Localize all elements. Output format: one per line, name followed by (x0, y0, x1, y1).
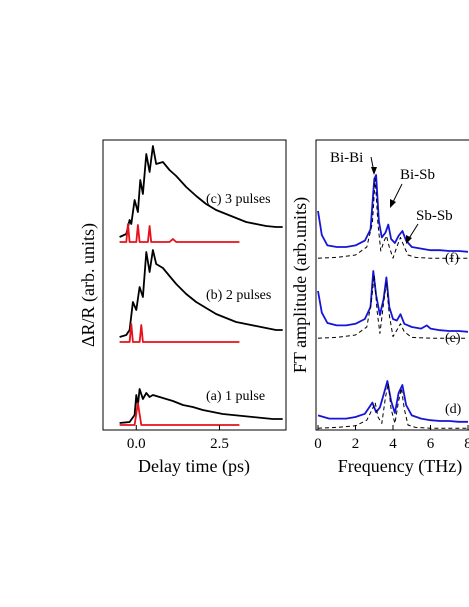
left-series-1 (119, 223, 240, 243)
label-3-pulses: (c) 3 pulses (206, 192, 271, 207)
label-2-pulses: (b) 2 pulses (206, 288, 271, 303)
right-plot-frame (315, 139, 469, 431)
left-series-3 (119, 323, 240, 343)
right-series-3 (317, 274, 468, 339)
label-1-pulse: (a) 1 pulse (206, 389, 265, 404)
right-series-2 (317, 270, 469, 333)
left-plot-frame (102, 139, 287, 431)
left-series-group (119, 145, 283, 426)
label-e: (e) (445, 331, 461, 346)
right-x-tick-label-4: 8 (464, 436, 469, 452)
annotation-bi-bi: Bi-Bi (330, 150, 363, 166)
arrow-bi-sb-head (390, 199, 396, 208)
right-x-tick-label-1: 2 (352, 436, 360, 452)
right-y-axis-label: FT amplitude (arb.units) (290, 197, 311, 373)
left-series-2 (119, 249, 283, 338)
annotation-sb-sb: Sb-Sb (416, 208, 453, 224)
right-x-tick-label-0: 0 (314, 436, 322, 452)
arrow-bi-bi-head (371, 167, 377, 175)
left-x-tick-label-1: 2.5 (210, 436, 229, 452)
left-x-axis-label: Delay time (ps) (138, 456, 250, 477)
left-y-axis-label: ΔR/R (arb. units) (78, 223, 99, 347)
arrow-sb-sb-head (406, 235, 412, 244)
right-x-axis-label: Frequency (THz) (338, 456, 462, 477)
label-f: (f) (445, 251, 459, 266)
left-x-ticks: 0.0 2.5 (127, 425, 229, 452)
right-x-ticks: 0 2 4 6 8 (314, 425, 469, 452)
right-series-0 (317, 174, 469, 253)
right-series-5 (317, 382, 468, 429)
annotation-bi-sb: Bi-Sb (400, 167, 435, 183)
left-series-5 (119, 402, 240, 426)
right-series-group (317, 174, 469, 429)
left-series-0 (119, 145, 283, 238)
right-x-tick-label-3: 6 (427, 436, 435, 452)
left-x-tick-label-0: 0.0 (127, 436, 146, 452)
right-x-tick-label-2: 4 (389, 436, 397, 452)
label-d: (d) (445, 402, 462, 417)
arrow-bi-sb (391, 183, 403, 205)
